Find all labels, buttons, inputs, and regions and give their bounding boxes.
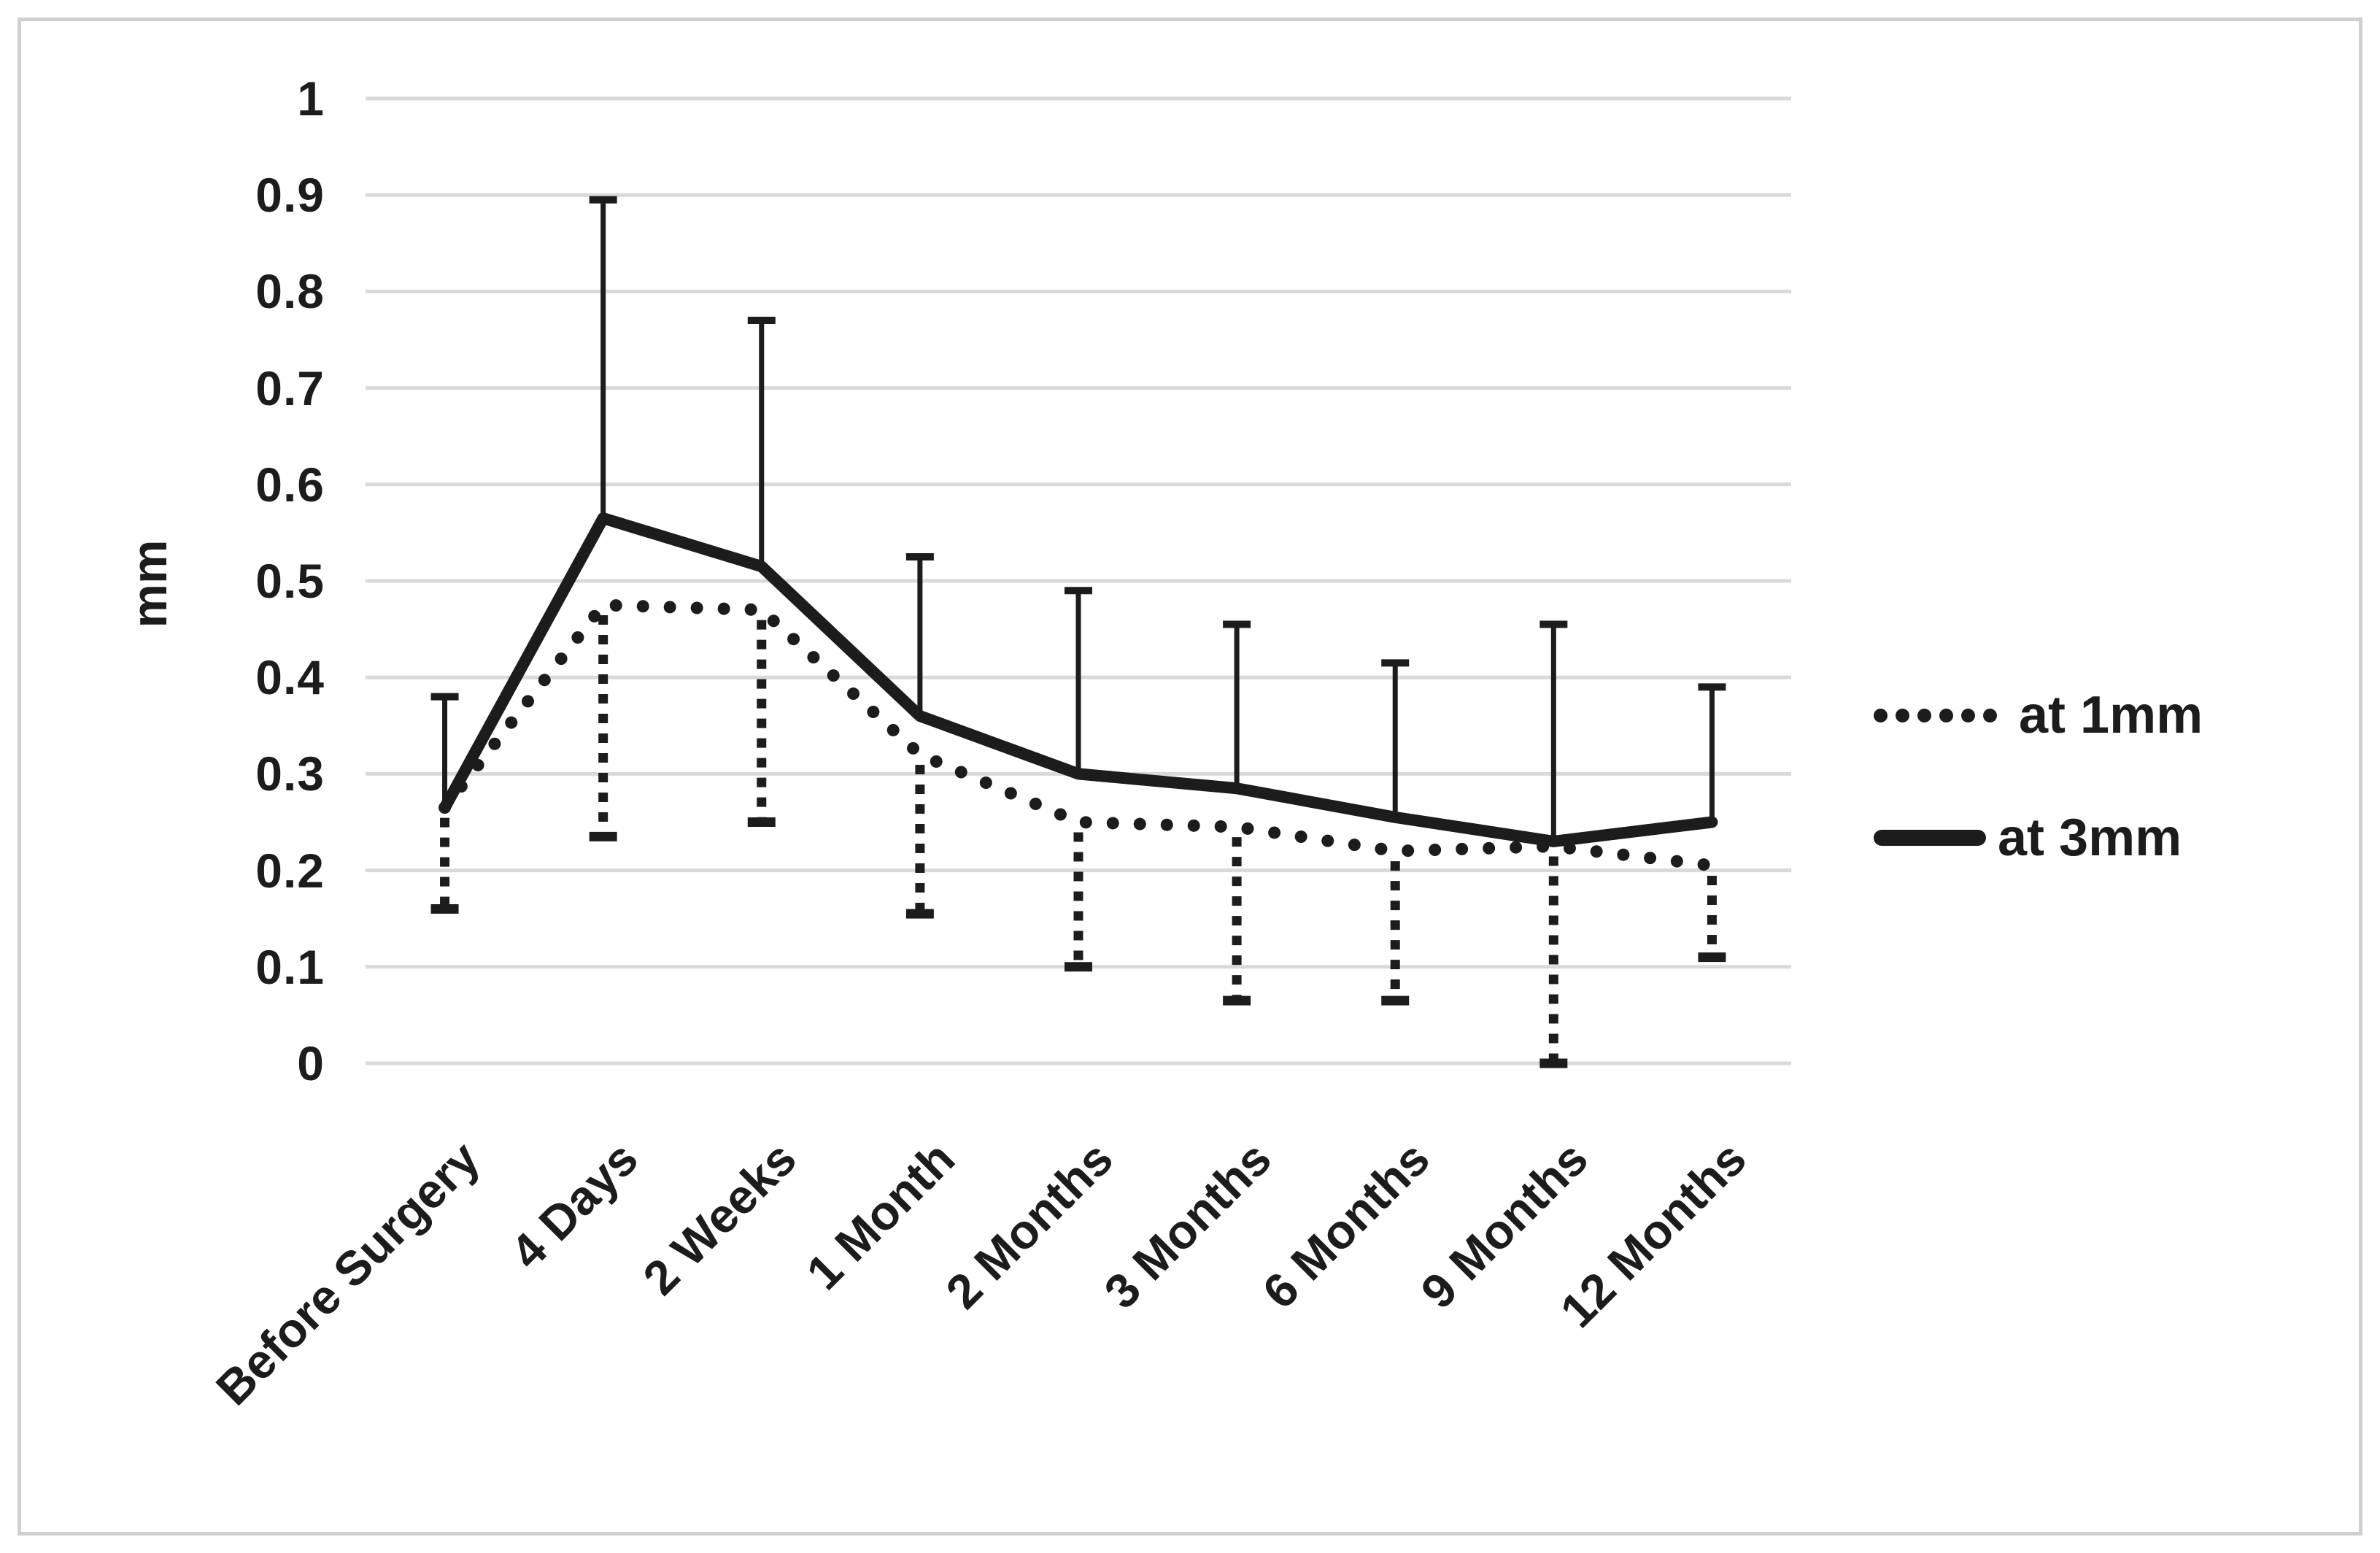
- y-tick-label-0: 0: [297, 1036, 325, 1090]
- legend-dotted-line-swatch: [1874, 708, 1997, 722]
- y-tick-label-0.1: 0.1: [255, 939, 325, 994]
- y-tick-label-0.8: 0.8: [255, 264, 325, 319]
- legend-dot: [1983, 708, 1997, 722]
- legend-item-at-1mm: at 1mm: [1874, 682, 2203, 749]
- legend-dot: [1917, 708, 1931, 722]
- legend-solid-line-swatch: [1874, 830, 1986, 846]
- chart-border-frame: [18, 18, 2362, 1535]
- series-line-at-3mm: [438, 512, 1718, 847]
- y-tick-label-0.9: 0.9: [255, 168, 325, 223]
- y-tick-label-0.3: 0.3: [255, 747, 325, 801]
- y-tick-label-0.7: 0.7: [255, 361, 325, 415]
- y-tick-label-0.5: 0.5: [255, 554, 325, 608]
- y-axis-title: mm: [122, 539, 177, 628]
- legend-label-at-3mm: at 3mm: [1998, 809, 2182, 867]
- legend-item-at-3mm: at 3mm: [1874, 804, 2182, 871]
- legend-dot: [1874, 708, 1888, 722]
- y-tick-label-0.6: 0.6: [255, 457, 325, 512]
- y-tick-label-1: 1: [297, 72, 325, 126]
- y-tick-label-0.4: 0.4: [255, 650, 325, 705]
- legend-dot: [1896, 708, 1909, 722]
- legend-dot: [1961, 708, 1975, 722]
- y-tick-label-0.2: 0.2: [255, 843, 325, 898]
- legend-dot: [1939, 708, 1953, 722]
- legend-label-at-1mm: at 1mm: [2019, 686, 2203, 744]
